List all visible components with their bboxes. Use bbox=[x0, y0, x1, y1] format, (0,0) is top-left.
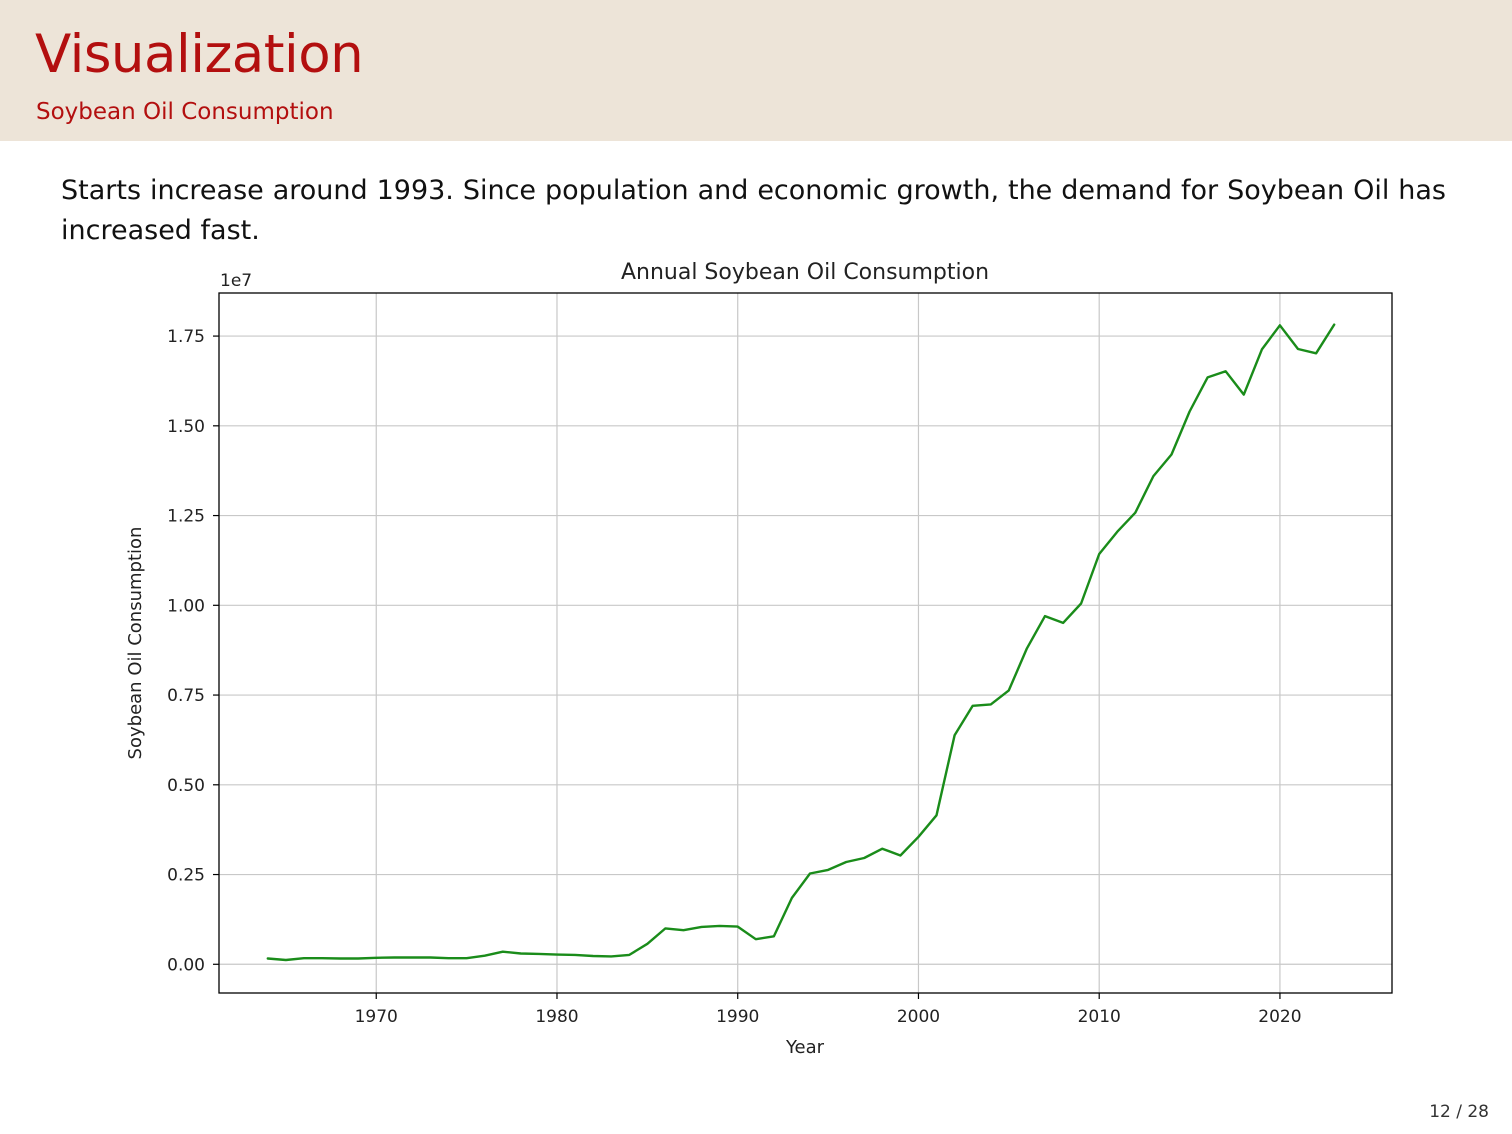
series-line bbox=[266, 323, 1336, 962]
y-ticks: 0.00 0.25 0.50 0.75 1.00 1.25 1.50 1.75 bbox=[167, 327, 219, 975]
y-tick-label: 0.25 bbox=[167, 866, 205, 886]
y-tick-label: 1.00 bbox=[167, 596, 205, 616]
plot-frame bbox=[218, 292, 1393, 994]
x-tick-label: 2010 bbox=[1078, 1007, 1121, 1027]
x-tick-label: 1990 bbox=[716, 1007, 759, 1027]
x-axis-label: Year bbox=[785, 1037, 825, 1058]
x-tick-label: 2000 bbox=[897, 1007, 940, 1027]
y-tick-label: 0.00 bbox=[167, 955, 205, 975]
x-tick-label: 1970 bbox=[355, 1007, 398, 1027]
data-points bbox=[268, 325, 1334, 960]
y-tick-label: 0.75 bbox=[167, 686, 205, 706]
y-tick-label: 0.50 bbox=[167, 776, 205, 796]
chart-title: Annual Soybean Oil Consumption bbox=[621, 260, 989, 285]
slide-subtitle: Soybean Oil Consumption bbox=[36, 99, 334, 125]
y-tick-label: 1.75 bbox=[167, 327, 205, 347]
page-number: 12 / 28 bbox=[1429, 1102, 1489, 1122]
chart-grid bbox=[219, 293, 1392, 993]
x-tick-label: 2020 bbox=[1258, 1007, 1301, 1027]
slide-title: Visualization bbox=[35, 24, 364, 85]
y-tick-label: 1.50 bbox=[167, 417, 205, 437]
y-tick-label: 1.25 bbox=[167, 507, 205, 527]
y-offset-label: 1e7 bbox=[220, 271, 252, 291]
x-tick-label: 1980 bbox=[535, 1007, 578, 1027]
slide-header: Visualization Soybean Oil Consumption bbox=[0, 0, 1512, 141]
slide-body-text: Starts increase around 1993. Since popul… bbox=[61, 175, 1446, 246]
x-ticks: 1970 1980 1990 2000 2010 2020 bbox=[355, 993, 1302, 1027]
y-axis-label: Soybean Oil Consumption bbox=[125, 527, 146, 760]
